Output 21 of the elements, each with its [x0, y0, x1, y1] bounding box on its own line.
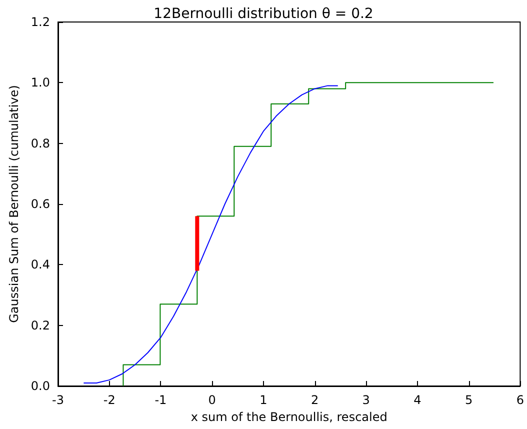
y-axis-title: Gaussian Sum of Bernoulli (cumulative)	[7, 85, 21, 323]
x-tick-label: 5	[465, 393, 473, 407]
x-axis-title: x sum of the Bernoullis, rescaled	[190, 410, 388, 424]
y-tick-label: 0.0	[30, 379, 50, 393]
x-tick-label: -3	[52, 393, 64, 407]
y-tick-label: 0.6	[30, 197, 50, 211]
x-tick-label: 0	[208, 393, 216, 407]
x-tick-label: 4	[414, 393, 422, 407]
y-tick-label: 0.4	[30, 258, 50, 272]
x-tick-label: 3	[362, 393, 370, 407]
y-tick-label: 0.8	[30, 136, 50, 150]
line-series	[83, 85, 338, 384]
y-tick-label: 1.2	[30, 15, 50, 29]
y-tick-label: 0.2	[30, 318, 50, 332]
x-tick-label: -1	[154, 393, 167, 407]
x-tick-label: 6	[516, 393, 524, 407]
y-tick-label: 1.0	[30, 76, 50, 90]
x-tick-label: 2	[310, 393, 319, 407]
x-tick-label: -2	[103, 393, 116, 407]
chart-title: 12Bernoulli distribution θ = 0.2	[154, 6, 374, 22]
x-tick-label: 1	[260, 393, 268, 407]
